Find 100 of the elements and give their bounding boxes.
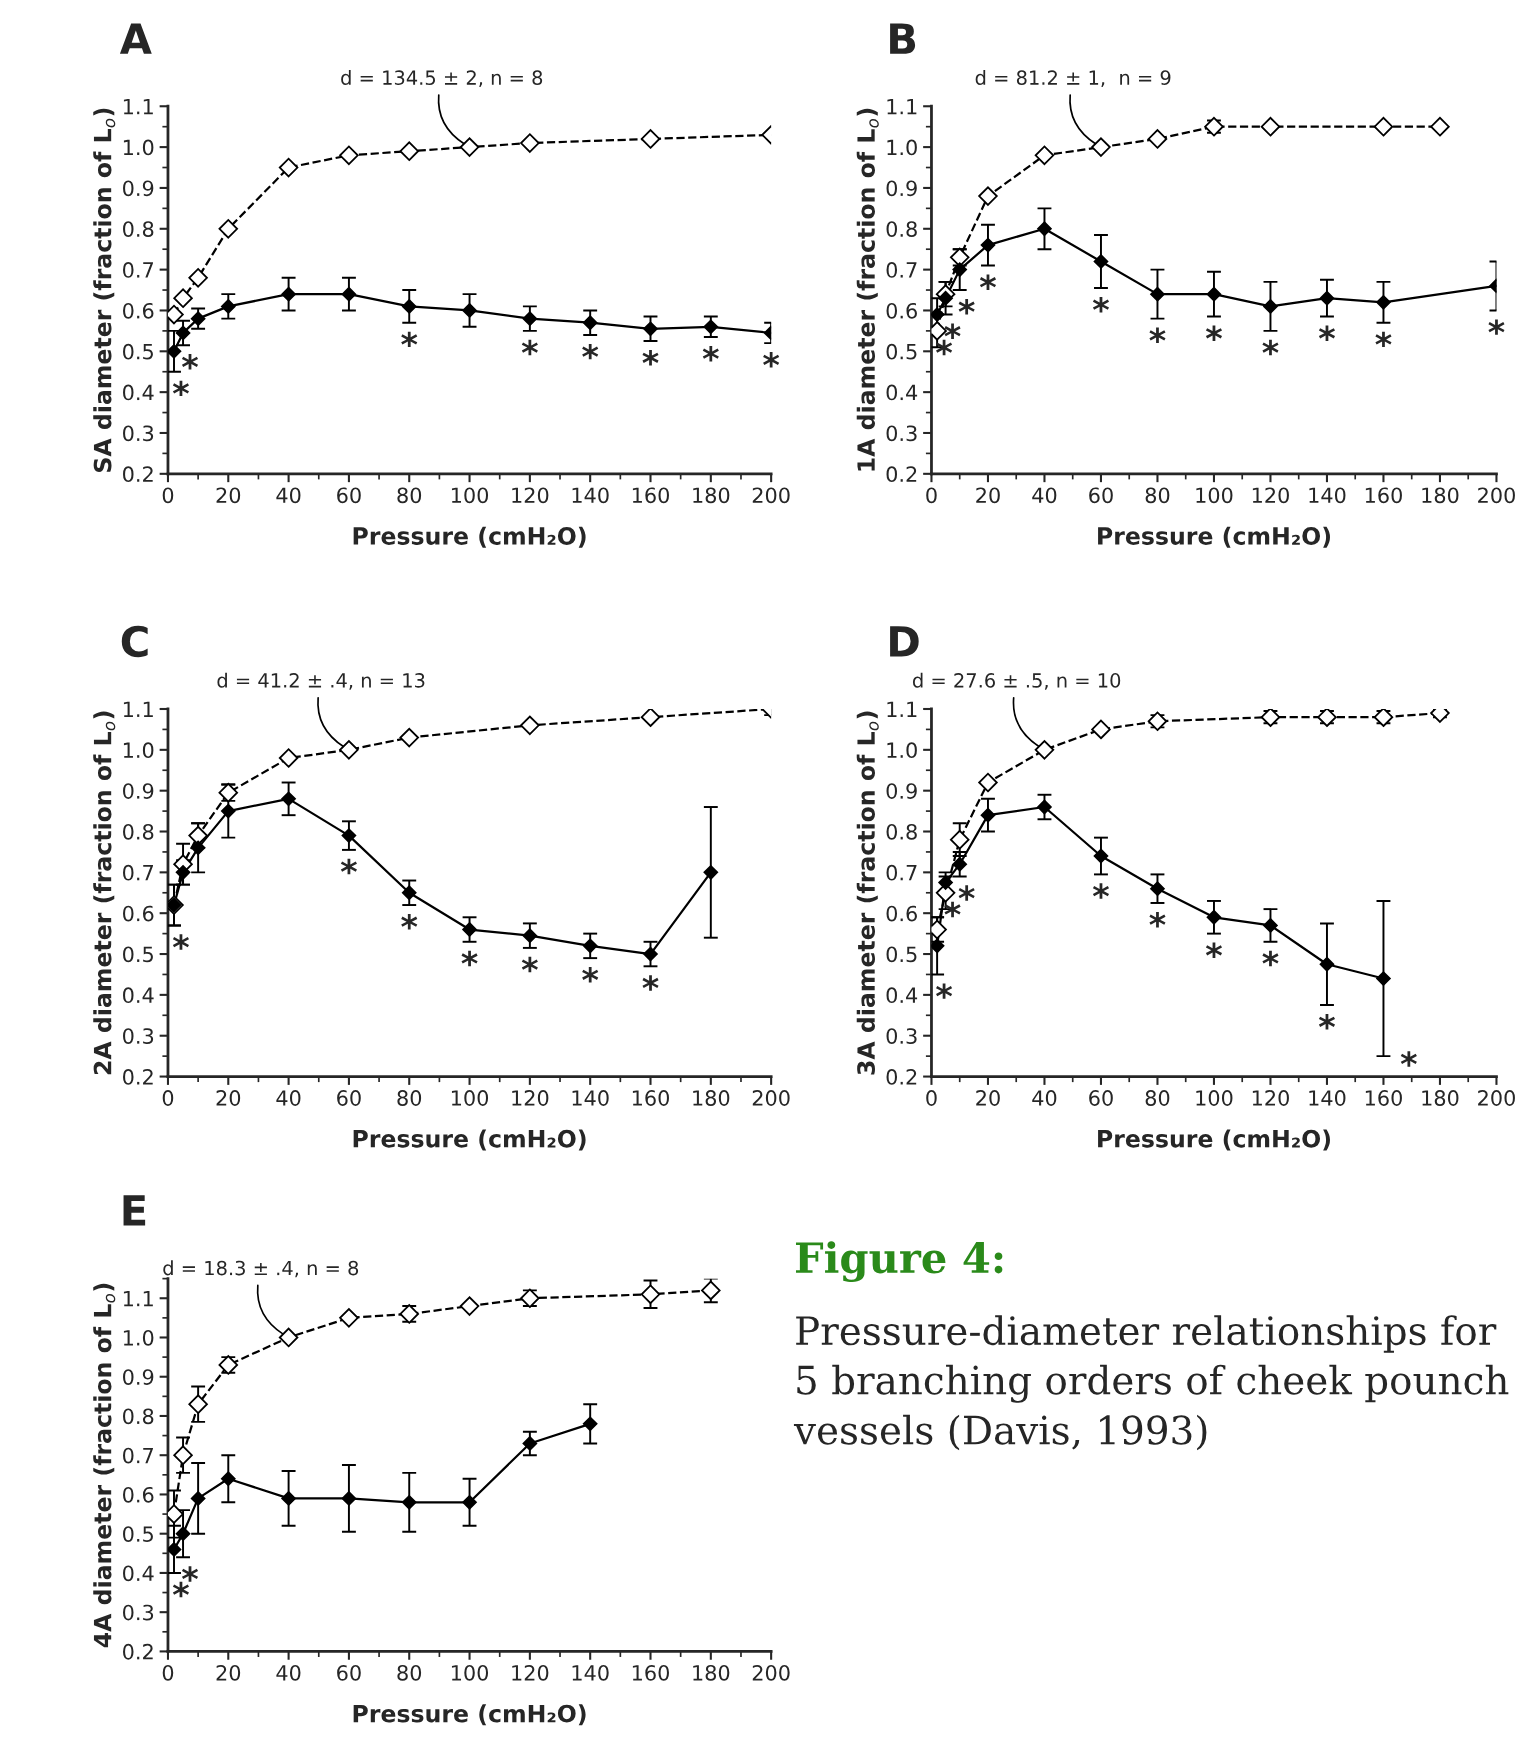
x-tick-label: 160 bbox=[1365, 1090, 1402, 1106]
data-label: * bbox=[172, 380, 189, 397]
data-label: * bbox=[1092, 883, 1110, 899]
data-label: * bbox=[401, 331, 418, 348]
y-axis-title: 1A diameter (fraction of L$_{o}$) bbox=[856, 108, 879, 471]
y-tick-label: 0.8 bbox=[123, 1408, 154, 1425]
x-tick-label: 40 bbox=[1032, 487, 1057, 504]
x-axis-title: Pressure (cmH₂O) bbox=[1098, 526, 1330, 548]
y-tick-label: 0.4 bbox=[123, 987, 154, 1004]
data-label: * bbox=[1488, 319, 1505, 335]
y-tick-label: 1.0 bbox=[887, 742, 917, 759]
y-tick-label: 1.1 bbox=[887, 701, 917, 717]
x-tick-label: 140 bbox=[1309, 487, 1346, 504]
annotation: d = 81.2 ± 1, n = 9 bbox=[975, 69, 1171, 87]
y-tick-label: 0.4 bbox=[886, 384, 918, 401]
y-axis-title: 3A diameter (fraction of L$_{o}$) bbox=[856, 711, 879, 1075]
x-tick-label: 200 bbox=[752, 1664, 790, 1681]
x-tick-label: 120 bbox=[512, 1090, 549, 1106]
y-axis-title: SA diameter (fraction of L$_{o}$) bbox=[93, 108, 116, 472]
x-tick-label: 160 bbox=[632, 1664, 669, 1681]
x-tick-label: 200 bbox=[752, 1090, 790, 1106]
data-label: * bbox=[521, 339, 538, 356]
y-tick-label: 0.7 bbox=[123, 1447, 153, 1464]
y-tick-label: 0.7 bbox=[886, 262, 917, 278]
data-label: * bbox=[936, 983, 953, 999]
y-tick-label: 0.5 bbox=[123, 343, 153, 360]
y-tick-label: 0.3 bbox=[886, 425, 917, 442]
x-tick-label: 100 bbox=[1196, 487, 1233, 504]
x-tick-label: 120 bbox=[512, 487, 549, 504]
x-axis-title: Pressure (cmH₂O) bbox=[1098, 1129, 1330, 1151]
y-tick-label: 1.0 bbox=[887, 139, 917, 156]
x-tick-label: 140 bbox=[572, 1664, 609, 1681]
y-tick-label: 0.4 bbox=[886, 987, 918, 1004]
data-label: * bbox=[763, 352, 780, 368]
data-label: * bbox=[944, 901, 961, 918]
x-tick-label: 80 bbox=[397, 487, 422, 504]
data-label: * bbox=[181, 1566, 199, 1582]
y-tick-label: 0.8 bbox=[886, 823, 917, 840]
data-label: * bbox=[1400, 1051, 1417, 1067]
y-tick-label: 0.8 bbox=[123, 221, 154, 237]
y-tick-label: 0.7 bbox=[123, 262, 153, 278]
y-axis-title: 2A diameter (fraction of L$_{o}$) bbox=[93, 711, 116, 1075]
data-label: * bbox=[1205, 325, 1223, 341]
text: Pressure-diameter relationships for 5 branching orders of cheek pounch vessels (Davis, 1993) bbox=[793, 1315, 1509, 1451]
chart-title: C bbox=[121, 625, 148, 658]
x-tick-label: 160 bbox=[632, 1090, 669, 1106]
data-label: * bbox=[1149, 911, 1166, 928]
x-tick-label: 60 bbox=[1089, 487, 1113, 504]
y-tick-label: 0.6 bbox=[123, 905, 154, 922]
x-tick-label: 200 bbox=[752, 487, 790, 504]
annotation: d = 134.5 ± 2, n = 8 bbox=[341, 69, 543, 87]
chart-title: D bbox=[890, 626, 919, 657]
data-label: * bbox=[172, 1581, 189, 1598]
x-tick-label: 40 bbox=[276, 487, 301, 504]
x-axis-title: Pressure (cmH₂O) bbox=[353, 1704, 586, 1726]
annotation: d = 18.3 ± .4, n = 8 bbox=[163, 1260, 359, 1278]
x-tick-label: 60 bbox=[337, 1664, 361, 1681]
data-label: * bbox=[340, 858, 357, 875]
y-tick-label: 1.1 bbox=[887, 98, 917, 115]
x-tick-label: 140 bbox=[572, 487, 609, 504]
x-tick-label: 40 bbox=[276, 1090, 301, 1106]
x-tick-label: 0 bbox=[926, 1090, 937, 1106]
x-tick-label: 180 bbox=[1422, 1090, 1459, 1106]
y-tick-label: 0.3 bbox=[123, 425, 154, 442]
y-tick-label: 0.4 bbox=[123, 1565, 154, 1582]
x-tick-label: 100 bbox=[1196, 1090, 1233, 1106]
data-label: * bbox=[181, 354, 199, 370]
x-tick-label: 140 bbox=[572, 1090, 609, 1106]
y-tick-label: 0.8 bbox=[886, 221, 917, 237]
y-tick-label: 0.4 bbox=[123, 384, 154, 401]
y-axis-title: 4A diameter (fraction of L$_{o}$) bbox=[93, 1283, 116, 1648]
x-tick-label: 80 bbox=[397, 1664, 422, 1681]
data-label: * bbox=[1262, 950, 1279, 967]
y-tick-label: 1.1 bbox=[123, 98, 153, 115]
y-tick-label: 1.0 bbox=[123, 139, 154, 156]
data-label: * bbox=[944, 323, 961, 339]
x-tick-label: 80 bbox=[1145, 487, 1170, 504]
y-tick-label: 0.8 bbox=[123, 823, 154, 840]
data-label: * bbox=[642, 975, 659, 991]
x-tick-label: 60 bbox=[337, 1090, 361, 1106]
x-tick-label: 20 bbox=[216, 1090, 241, 1106]
y-tick-label: 1.1 bbox=[123, 701, 153, 717]
x-tick-label: 0 bbox=[162, 1664, 174, 1681]
y-tick-label: 0.5 bbox=[123, 946, 153, 963]
y-tick-label: 0.6 bbox=[886, 302, 917, 319]
y-tick-label: 0.9 bbox=[123, 180, 154, 197]
x-tick-label: 20 bbox=[216, 1664, 241, 1681]
y-tick-label: 0.7 bbox=[123, 864, 153, 881]
x-tick-label: 180 bbox=[693, 487, 730, 504]
y-tick-label: 0.2 bbox=[886, 466, 917, 483]
x-tick-label: 0 bbox=[926, 487, 937, 504]
chart-title: A bbox=[119, 23, 152, 54]
y-tick-label: 0.9 bbox=[886, 783, 917, 799]
y-tick-label: 1.0 bbox=[123, 742, 154, 759]
y-tick-label: 0.2 bbox=[123, 466, 153, 483]
y-tick-label: 0.2 bbox=[886, 1069, 917, 1085]
x-tick-label: 80 bbox=[397, 1090, 422, 1106]
x-tick-label: 40 bbox=[1032, 1090, 1057, 1106]
x-tick-label: 180 bbox=[693, 1664, 730, 1681]
y-tick-label: 0.6 bbox=[123, 302, 154, 319]
